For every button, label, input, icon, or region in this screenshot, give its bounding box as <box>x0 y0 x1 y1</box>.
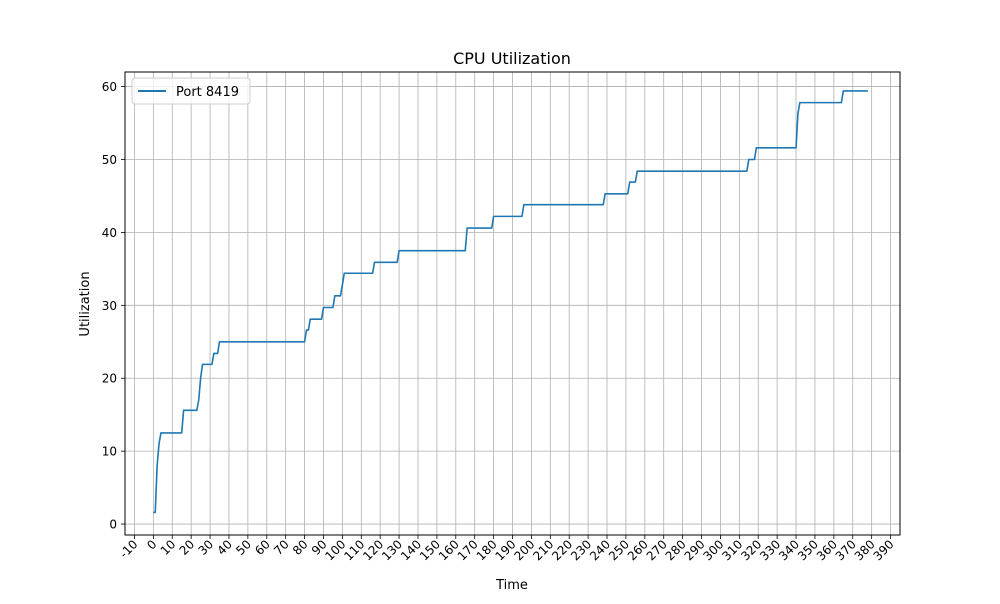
series-layer <box>153 90 868 514</box>
y-axis-ticks: 0 10 20 30 40 50 60 <box>102 80 125 532</box>
chart-title: CPU Utilization <box>453 49 571 68</box>
series-line-port-8419 <box>153 90 868 514</box>
y-tick-label: 40 <box>102 226 117 240</box>
legend: Port 8419 <box>131 77 251 105</box>
legend-box <box>131 77 251 105</box>
y-tick-label: 30 <box>102 299 117 313</box>
legend-label-port-8419: Port 8419 <box>176 85 239 100</box>
y-tick-label: 20 <box>102 372 117 386</box>
y-tick-label: 0 <box>109 518 117 532</box>
y-tick-label: 10 <box>102 445 117 459</box>
grid-lines <box>125 72 900 535</box>
y-tick-label: 60 <box>102 80 117 94</box>
y-axis-label: Utilization <box>78 271 93 336</box>
y-tick-label: 50 <box>102 153 117 167</box>
x-axis-label: Time <box>495 578 528 593</box>
